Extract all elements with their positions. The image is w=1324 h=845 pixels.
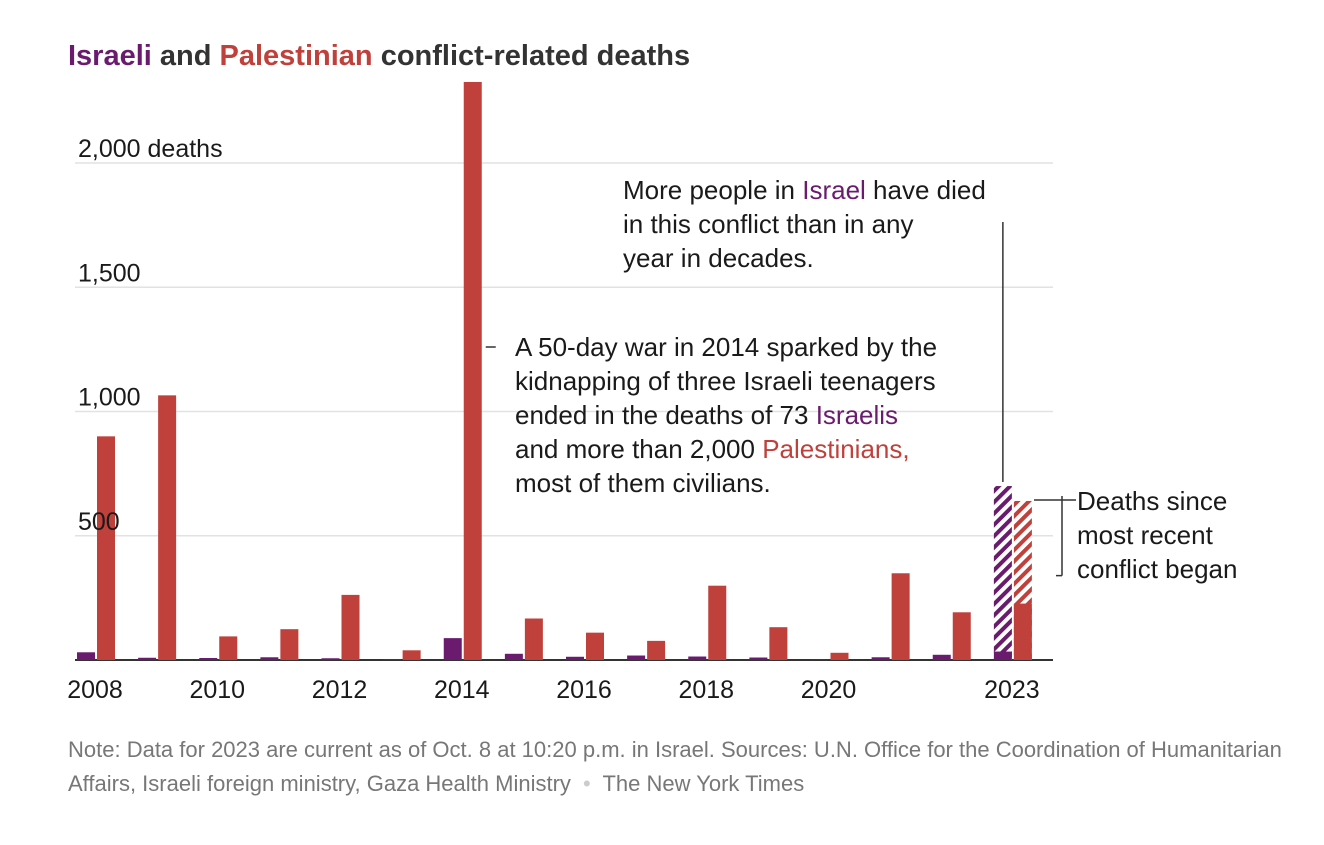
grid-layer <box>75 162 1053 661</box>
label-layer: 500 1,000 1,500 2,000 deaths 2008 2010 2012 201… <box>67 135 1040 704</box>
annot-2014-line1: A 50-day war in 2014 sparked by the <box>515 332 938 362</box>
bar-israeli-2009 <box>138 657 157 660</box>
bar-palestinian-2020 <box>830 652 849 660</box>
bar-israeli-2017 <box>627 655 646 660</box>
bar-israeli-2021 <box>871 657 890 660</box>
annotation-lines <box>485 222 1076 577</box>
annot-israel-line3: year in decades. <box>623 243 814 273</box>
bar-layer <box>77 81 1032 660</box>
annot-2014-line4: and more than 2,000 <box>515 434 763 464</box>
chart-title: Israeli and Palestinian conflict-related… <box>68 40 690 73</box>
title-rest: conflict-related deaths <box>372 40 691 72</box>
annotation-2014-war: A 50-day war in 2014 sparked by the kidn… <box>515 330 937 500</box>
annot-israel-text-c: have died <box>865 175 986 205</box>
bar-israeli-2020 <box>810 659 829 660</box>
bar-palestinian-2015 <box>524 618 543 660</box>
annotation-israel-record: More people in Israel have died in this … <box>623 173 986 275</box>
title-israeli: Israeli <box>68 40 152 72</box>
bar-palestinian-2014 <box>463 81 482 660</box>
bar-palestinian-2010 <box>219 636 238 660</box>
bar-israeli-2015 <box>504 653 523 660</box>
bar-israeli-2019 <box>749 657 768 660</box>
x-tick-label: 2012 <box>312 676 368 704</box>
bar-israeli-2012 <box>321 658 340 660</box>
bar-israeli-2023 <box>993 651 1012 660</box>
y-tick-label: 1,500 <box>78 259 141 287</box>
x-tick-label: 2008 <box>67 676 123 704</box>
x-tick-label: 2020 <box>801 676 857 704</box>
annot-recent-line1: Deaths since <box>1077 486 1228 516</box>
bar-palestinian-2008 <box>97 436 115 660</box>
annot-2014-israelis: Israelis <box>815 400 899 430</box>
bar-palestinian-2018 <box>708 585 727 660</box>
source-credit: The New York Times <box>602 771 805 796</box>
annot-recent-line3: conflict began <box>1077 554 1238 584</box>
annot-2014-line2: kidnapping of three Israeli teenagers <box>515 366 936 396</box>
source-separator: • <box>583 771 591 796</box>
bar-israeli-2011 <box>260 657 279 660</box>
bar-israeli-2014 <box>443 638 462 660</box>
bar-palestinian-2012 <box>341 594 360 660</box>
bar-palestinian-2023 <box>1013 603 1032 660</box>
x-tick-label: 2016 <box>556 676 612 704</box>
y-tick-label: 2,000 deaths <box>78 135 223 163</box>
bar-israeli-2018 <box>688 656 707 660</box>
x-tick-label: 2023 <box>984 676 1040 704</box>
bar-israeli-2010 <box>199 658 218 660</box>
annot-2014-line5: most of them civilians. <box>515 468 771 498</box>
bar-palestinian-2013 <box>402 650 421 660</box>
annot-israel-line2: in this conflict than in any <box>623 209 914 239</box>
annotation-recent-conflict: Deaths since most recent conflict began <box>1077 484 1237 586</box>
bar-palestinian-2021 <box>891 573 910 660</box>
bar-israeli-2013 <box>382 659 401 660</box>
title-palestinian: Palestinian <box>219 40 373 72</box>
bar-israeli-2016 <box>566 656 584 660</box>
x-tick-label: 2014 <box>434 676 490 704</box>
x-tick-label: 2018 <box>678 676 734 704</box>
x-tick-label: 2010 <box>189 676 245 704</box>
y-tick-label: 1,000 <box>78 384 141 412</box>
bar-israeli-recent-2023 <box>993 486 1012 660</box>
annot-israel-text-a: More people in <box>623 175 803 205</box>
y-tick-label: 500 <box>78 508 120 536</box>
source-note: Note: Data for 2023 are current as of Oc… <box>68 733 1308 801</box>
annot-2014-palestinians: Palestinians, <box>762 434 910 464</box>
bar-palestinian-2019 <box>769 627 788 660</box>
bar-israeli-2008 <box>77 652 95 660</box>
annot-recent-line2: most recent <box>1077 520 1213 550</box>
annot-2014-line3: ended in the deaths of 73 <box>515 400 816 430</box>
source-text: Note: Data for 2023 are current as of Oc… <box>68 737 1282 796</box>
bar-palestinian-2009 <box>158 395 177 660</box>
bar-palestinian-2016 <box>586 632 604 660</box>
bar-palestinian-2011 <box>280 629 299 660</box>
annot-israel-highlight: Israel <box>802 175 866 205</box>
bar-palestinian-2017 <box>647 640 666 660</box>
bracket-recent-conflict <box>1034 496 1076 577</box>
bar-palestinian-2022 <box>952 612 971 660</box>
title-and: and <box>151 40 220 72</box>
bar-israeli-2022 <box>932 654 951 660</box>
